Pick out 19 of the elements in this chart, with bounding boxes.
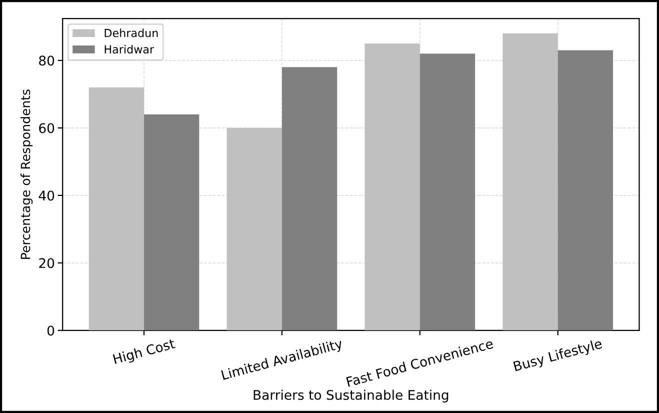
bar: [282, 67, 338, 330]
y-tick-label: 80: [39, 56, 54, 66]
y-tick-label: 20: [39, 258, 54, 268]
bar: [226, 128, 282, 330]
legend-label: Dehradun: [104, 28, 158, 38]
x-tick-label: Busy Lifestyle: [513, 338, 604, 374]
bar: [502, 33, 558, 330]
y-tick-label: 40: [38, 190, 54, 201]
bar: [88, 87, 144, 330]
bar: [144, 114, 200, 330]
bar: [420, 54, 476, 330]
x-tick-label: High Cost: [112, 338, 176, 367]
bar: [364, 44, 420, 330]
y-tick-label: 60: [39, 123, 54, 134]
y-axis-title: Percentage of Respondents: [20, 90, 33, 259]
legend-label: Haridwar: [104, 44, 154, 54]
y-tick-label: 0: [47, 326, 54, 336]
bar: [558, 50, 614, 330]
x-axis-title: Barriers to Sustainable Eating: [254, 390, 448, 402]
